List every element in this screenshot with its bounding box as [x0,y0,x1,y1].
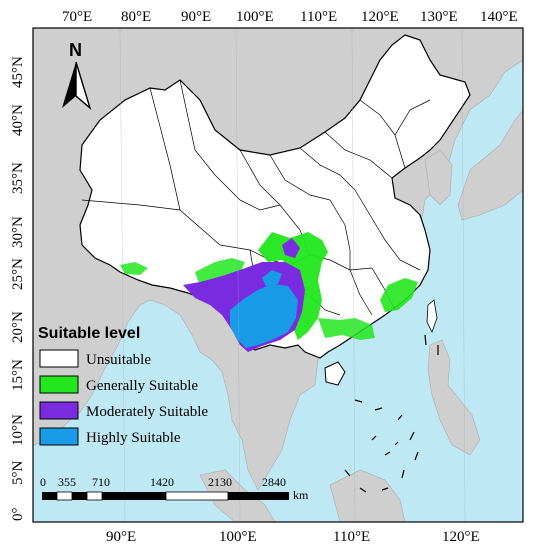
lat-label: 35°N [10,162,26,194]
scale-label: 355 [58,475,76,489]
lat-label: 0° [10,508,26,522]
zone-generally-suitable-east [380,278,418,312]
latitude-labels: 45°N 40°N 35°N 30°N 25°N 20°N 15°N 10°N … [10,56,26,521]
lon-label-bottom: 110°E [333,529,370,545]
map-border [32,27,524,523]
north-arrow-icon-right [75,61,92,111]
lon-label-top: 100°E [236,9,274,25]
lon-label-top: 70°E [62,9,92,25]
zone-moderately-suitable-north [282,238,300,258]
zone-generally-suitable-south [318,318,375,340]
legend-swatch-highly [39,427,79,446]
scale-label: 710 [92,475,110,489]
legend-label: Highly Suitable [86,430,181,446]
top-longitude-labels: 70°E 80°E 90°E 100°E 110°E 120°E 130°E 1… [62,9,518,25]
province-borders [81,79,431,321]
legend-swatch-unsuitable [39,349,79,368]
scale-label: 0 [40,475,46,489]
scale-label: 1420 [150,475,174,489]
graticule-lines [119,27,466,523]
zone-generally-suitable-west [120,262,148,275]
legend-title: Suitable level [38,325,140,342]
scale-unit: km [293,488,309,502]
lat-label: 25°N [10,258,26,290]
lat-label: 45°N [10,56,26,88]
lat-label: 10°N [10,414,26,446]
legend: Suitable level Unsuitable Generally Suit… [38,325,208,446]
lat-label: 40°N [10,104,26,136]
hainan-island [324,361,346,386]
lon-label-top: 140°E [480,9,518,25]
bottom-longitude-labels: 90°E 100°E 110°E 120°E [106,529,480,545]
lon-label-top: 110°E [300,9,337,25]
zone-highly-suitable-north [262,270,282,286]
lon-label-top: 130°E [420,9,458,25]
lat-label: 5°N [10,461,26,485]
land-taiwan [426,299,438,334]
scale-label: 2840 [262,475,286,489]
zone-generally-suitable [258,232,328,340]
legend-label: Unsuitable [86,352,151,368]
north-arrow: N [62,40,92,111]
scale-label: 2130 [208,475,232,489]
legend-label: Generally Suitable [86,378,198,394]
land-korea [424,149,453,206]
zone-highly-suitable [230,284,298,348]
land-japan [457,109,523,221]
legend-swatch-generally [39,375,79,394]
legend-swatch-moderately [39,401,79,420]
lat-label: 15°N [10,359,26,391]
lon-label-bottom: 100°E [219,529,257,545]
north-label: N [69,40,82,60]
south-china-sea-islands [344,334,439,493]
lon-label-bottom: 120°E [442,529,480,545]
land-borneo [329,469,406,522]
legend-label: Moderately Suitable [86,404,208,420]
lon-label-top: 90°E [181,9,211,25]
north-arrow-icon [62,62,76,108]
lat-label: 20°N [10,311,26,343]
lon-label-bottom: 90°E [106,529,136,545]
land-philippines [427,339,481,456]
scale-bar: 0 355 710 1420 2130 2840 km [40,475,309,502]
lon-label-top: 120°E [361,9,399,25]
lon-label-top: 80°E [121,9,151,25]
lat-label: 30°N [10,216,26,248]
